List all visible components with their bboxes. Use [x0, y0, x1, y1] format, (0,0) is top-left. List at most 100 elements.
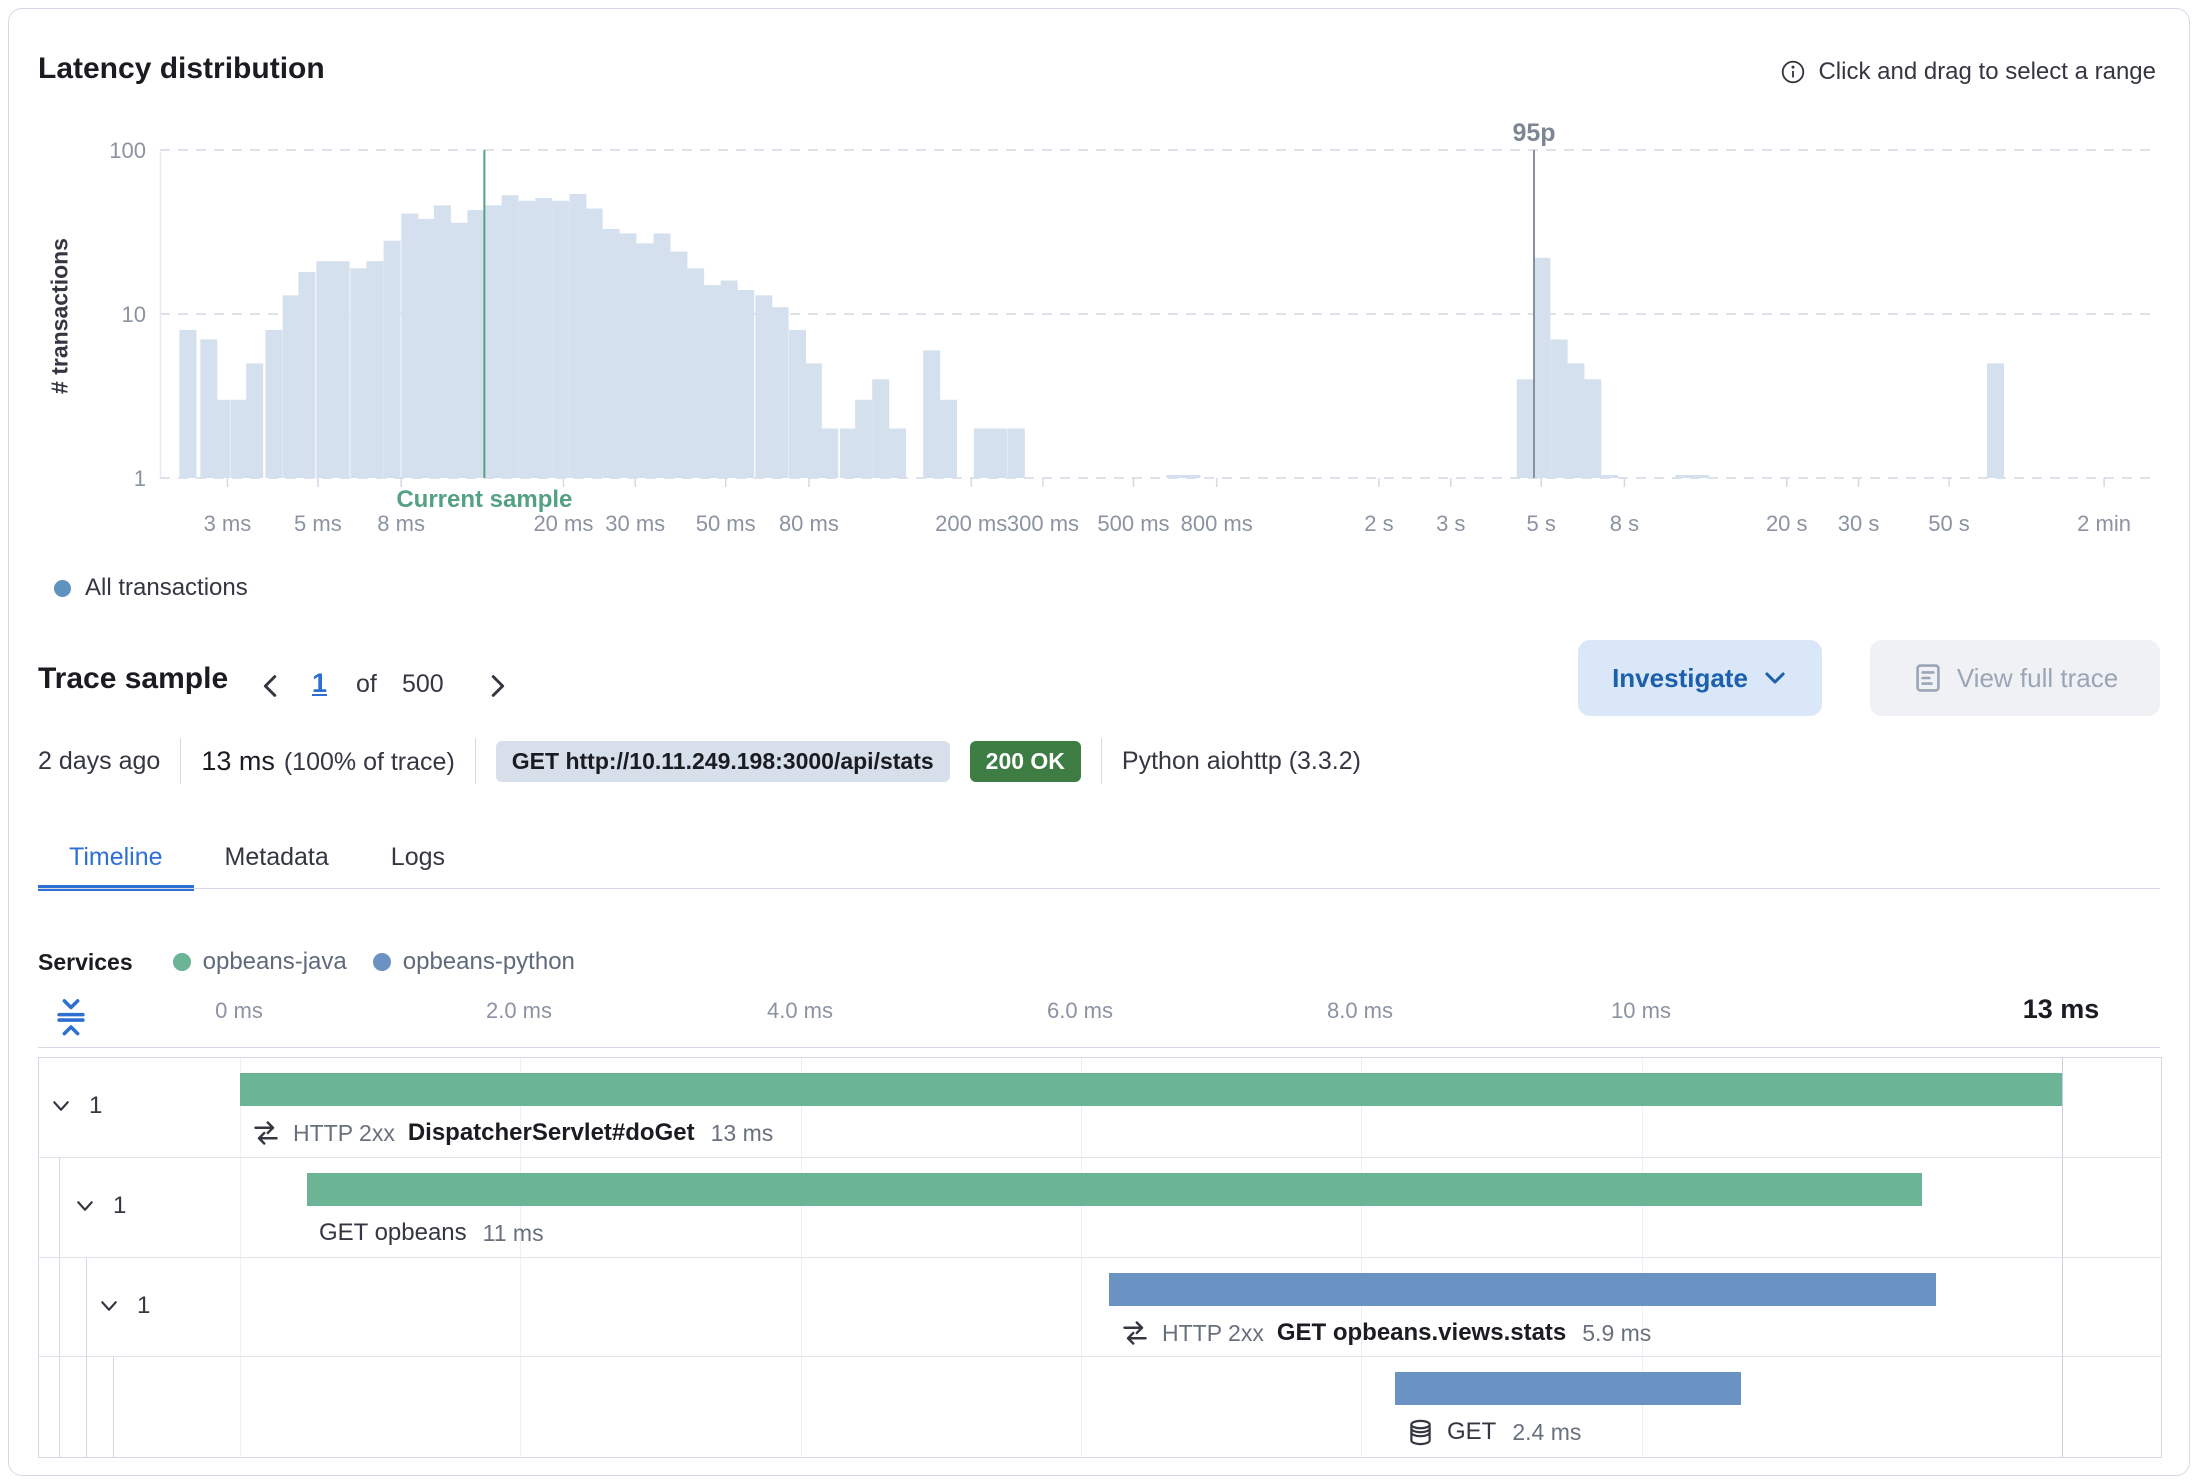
services-legend: Services opbeans-java opbeans-python [38, 946, 601, 978]
nesting-guide [59, 1357, 60, 1457]
nesting-guide [59, 1258, 60, 1356]
chart-legend[interactable]: All transactions [54, 574, 248, 602]
tab-metadata[interactable]: Metadata [224, 842, 329, 871]
waterfall-row: GET 2.4 ms [39, 1357, 2161, 1457]
separator [1100, 738, 1102, 784]
trace-sample-title: Trace sample [38, 662, 229, 695]
y-axis-title: # transactions [46, 238, 73, 394]
nesting-guide [86, 1258, 87, 1356]
ruler-tick: 4.0 ms [766, 998, 834, 1023]
span-prefix: HTTP 2xx [1162, 1319, 1264, 1346]
chevron-down-icon [101, 1301, 117, 1311]
investigate-button[interactable]: Investigate [1578, 640, 1822, 716]
child-count: 1 [89, 1092, 103, 1119]
trace-metadata-row: 2 days ago 13 ms (100% of trace) GET htt… [38, 737, 1361, 785]
view-full-trace-label: View full trace [1956, 662, 2119, 693]
svg-text:50 ms: 50 ms [696, 511, 756, 536]
span-bar[interactable] [1109, 1273, 1936, 1306]
svg-text:1: 1 [134, 466, 146, 491]
database-icon [1410, 1419, 1431, 1445]
span-bar[interactable] [307, 1173, 1922, 1206]
ruler-tick: 6.0 ms [1046, 998, 1114, 1023]
trace-tabs: Timeline Metadata Logs [38, 826, 476, 891]
svg-text:5 s: 5 s [1527, 511, 1556, 536]
span-label[interactable]: HTTP 2xx GET opbeans.views.stats 5.9 ms [1121, 1316, 1651, 1350]
svg-text:30 s: 30 s [1838, 511, 1880, 536]
ruler-tick: 0 ms [215, 998, 263, 1023]
svg-text:Current sample: Current sample [396, 486, 572, 513]
svg-text:10: 10 [122, 302, 146, 327]
collapse-all-button[interactable] [52, 994, 94, 1040]
service-dot-python [372, 953, 391, 971]
svg-text:8 s: 8 s [1610, 511, 1639, 536]
waterfall-row: 1 HTTP 2xx DispatcherServlet#doGet 13 ms [39, 1058, 2161, 1158]
range-hint-text: Click and drag to select a range [1818, 58, 2156, 85]
latency-histogram[interactable]: 1 10 100 3 ms 5 ms 8 ms 20 ms 30 ms 50 ms 80 ms 20… [0, 0, 2198, 560]
next-sample-button[interactable] [482, 668, 518, 704]
svg-text:3 s: 3 s [1436, 511, 1465, 536]
chevron-down-icon [77, 1201, 93, 1211]
span-name: GET [1447, 1418, 1497, 1445]
service-label-java: opbeans-java [202, 948, 347, 975]
span-prefix: HTTP 2xx [293, 1119, 395, 1146]
span-bar[interactable] [240, 1073, 2062, 1106]
svg-text:300 ms: 300 ms [1007, 511, 1079, 536]
svg-text:20 ms: 20 ms [533, 511, 593, 536]
view-full-trace-button[interactable]: View full trace [1870, 640, 2160, 716]
ruler-tick: 2.0 ms [485, 998, 553, 1023]
service-legend-java: opbeans-java [172, 948, 347, 976]
request-url-badge: GET http://10.11.249.198:3000/api/stats [495, 740, 950, 782]
svg-text:100: 100 [109, 138, 146, 163]
chevron-right-icon [491, 675, 505, 697]
service-label-python: opbeans-python [402, 948, 575, 975]
current-sample-link[interactable]: 1 [312, 668, 328, 698]
nesting-guide [113, 1357, 114, 1457]
svg-text:3 ms: 3 ms [204, 511, 252, 536]
legend-label: All transactions [85, 574, 248, 601]
span-duration: 11 ms [482, 1219, 544, 1246]
row-toggle-button[interactable]: 1 [97, 1292, 150, 1320]
span-duration: 2.4 ms [1512, 1418, 1582, 1445]
svg-text:2 min: 2 min [2077, 511, 2131, 536]
transaction-icon [1123, 1321, 1147, 1345]
trace-duration: 13 ms [201, 745, 275, 776]
services-label: Services [38, 948, 133, 975]
row-toggle-button[interactable]: 1 [49, 1092, 102, 1120]
nesting-guide [59, 1158, 60, 1257]
info-icon [1782, 60, 1805, 84]
span-name: DispatcherServlet#doGet [407, 1119, 695, 1146]
span-bar[interactable] [1395, 1372, 1741, 1405]
separator [180, 738, 182, 784]
svg-text:50 s: 50 s [1928, 511, 1970, 536]
service-dot-java [172, 953, 191, 971]
svg-text:80 ms: 80 ms [779, 511, 839, 536]
chevron-left-icon [263, 675, 277, 697]
tab-logs[interactable]: Logs [390, 842, 446, 871]
span-label[interactable]: HTTP 2xx DispatcherServlet#doGet 13 ms [252, 1116, 773, 1150]
ruler-tick: 10 ms [1611, 998, 1671, 1023]
span-duration: 5.9 ms [1582, 1319, 1652, 1346]
child-count: 1 [113, 1192, 127, 1219]
waterfall-row: 1 HTTP 2xx GET opbeans.views.stats 5.9 ms [39, 1258, 2161, 1357]
pagination-total: 500 [402, 670, 444, 698]
prev-sample-button[interactable] [256, 668, 292, 704]
tabs-divider [38, 888, 2160, 889]
trace-timestamp: 2 days ago [38, 746, 161, 775]
ruler-tick: 8.0 ms [1326, 998, 1394, 1023]
child-count: 1 [137, 1292, 151, 1319]
transaction-icon [254, 1121, 278, 1145]
chevron-down-icon [1765, 672, 1785, 684]
tab-timeline[interactable]: Timeline [38, 826, 194, 891]
page-title: Latency distribution [38, 52, 325, 85]
chevron-down-icon [53, 1101, 69, 1111]
svg-text:8 ms: 8 ms [377, 511, 425, 536]
span-label[interactable]: GET 2.4 ms [1407, 1415, 1581, 1449]
span-label[interactable]: GET opbeans 11 ms [319, 1216, 544, 1250]
row-toggle-button[interactable]: 1 [73, 1192, 126, 1220]
trace-document-icon [1916, 664, 1940, 692]
svg-text:30 ms: 30 ms [605, 511, 665, 536]
svg-text:95p: 95p [1512, 119, 1555, 147]
agent-name: Python aiohttp (3.3.2) [1121, 746, 1361, 775]
waterfall-row: 1 GET opbeans 11 ms [39, 1158, 2161, 1258]
svg-text:800 ms: 800 ms [1181, 511, 1253, 536]
